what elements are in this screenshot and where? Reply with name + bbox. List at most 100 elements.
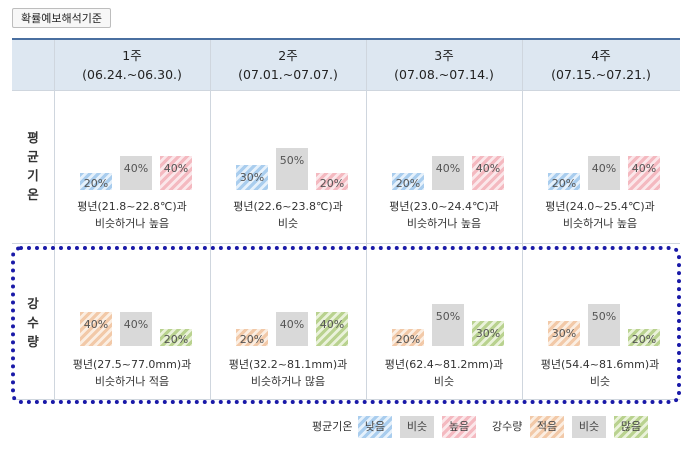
precipitation-highlight-box bbox=[11, 246, 681, 404]
precipitation-bar: 50% bbox=[432, 304, 464, 346]
description-line: 비슷하거나 높음 bbox=[94, 217, 170, 230]
temperature-chart-week-3: 20% 40% 40% bbox=[392, 130, 504, 190]
precipitation-chart-week-1: 40% 40% 20% bbox=[80, 286, 192, 346]
description-line: 평년(54.4~81.6mm)과 bbox=[540, 358, 660, 371]
temperature-bar: 30% bbox=[236, 165, 268, 190]
week-range: (07.15.~07.21.) bbox=[551, 67, 651, 82]
week-range: (06.24.~06.30.) bbox=[82, 67, 182, 82]
legend-temp-similar: 비슷 bbox=[400, 416, 434, 438]
bar-value-label: 30% bbox=[239, 171, 265, 184]
temperature-bar: 40% bbox=[160, 156, 192, 190]
precipitation-bar: 20% bbox=[236, 329, 268, 346]
legend-temp-low: 낮음 bbox=[358, 416, 392, 438]
precipitation-chart-week-3: 20% 50% 30% bbox=[392, 286, 504, 346]
week-name: 1주 bbox=[122, 48, 142, 63]
description-line: 비슷 bbox=[433, 375, 455, 388]
precipitation-bar: 30% bbox=[472, 321, 504, 346]
description-line: 평년(22.6~23.8℃)과 bbox=[233, 200, 343, 213]
legend-temperature-title: 평균기온 bbox=[312, 420, 353, 433]
description-line: 평년(23.0~24.4℃)과 bbox=[389, 200, 499, 213]
bar-value-label: 20% bbox=[83, 177, 109, 190]
precipitation-bar: 40% bbox=[120, 312, 152, 346]
week-range: (07.01.~07.07.) bbox=[238, 67, 338, 82]
temperature-chart-week-1: 20% 40% 40% bbox=[80, 130, 192, 190]
bar-value-label: 20% bbox=[163, 333, 189, 346]
bar-value-label: 50% bbox=[279, 154, 305, 167]
week-header-3: 3주 (07.08.~07.14.) bbox=[366, 40, 522, 90]
precipitation-chart-week-2: 20% 40% 40% bbox=[236, 286, 348, 346]
temperature-bar: 20% bbox=[548, 173, 580, 190]
precipitation-bar: 20% bbox=[628, 329, 660, 346]
bar-value-label: 20% bbox=[631, 333, 657, 346]
bar-value-label: 20% bbox=[239, 333, 265, 346]
temperature-bar: 40% bbox=[588, 156, 620, 190]
bar-value-label: 30% bbox=[475, 327, 501, 340]
header-divider bbox=[12, 90, 680, 91]
precipitation-bar: 40% bbox=[276, 312, 308, 346]
bar-value-label: 40% bbox=[279, 318, 305, 331]
column-divider bbox=[522, 40, 523, 400]
column-divider bbox=[210, 40, 211, 400]
week-name: 3주 bbox=[434, 48, 454, 63]
temperature-description-week-3: 평년(23.0~24.4℃)과 비슷하거나 높음 bbox=[366, 198, 522, 232]
temperature-bar: 50% bbox=[276, 148, 308, 190]
week-header-4: 4주 (07.15.~07.21.) bbox=[522, 40, 680, 90]
legend-precipitation-title: 강수량 bbox=[492, 420, 523, 433]
bar-value-label: 40% bbox=[435, 162, 461, 175]
temperature-bar: 20% bbox=[316, 173, 348, 190]
temperature-bar: 20% bbox=[80, 173, 112, 190]
description-line: 평년(21.8~22.8℃)과 bbox=[77, 200, 187, 213]
description-line: 비슷 bbox=[589, 375, 611, 388]
legend-prec-low: 적음 bbox=[530, 416, 564, 438]
week-header-1: 1주 (06.24.~06.30.) bbox=[54, 40, 210, 90]
bar-value-label: 50% bbox=[435, 310, 461, 323]
precipitation-bar: 40% bbox=[316, 312, 348, 346]
precipitation-bar: 20% bbox=[392, 329, 424, 346]
precipitation-bar: 40% bbox=[80, 312, 112, 346]
bar-value-label: 50% bbox=[591, 310, 617, 323]
probability-forecast-table: 1주 (06.24.~06.30.) 2주 (07.01.~07.07.) 3주… bbox=[12, 38, 680, 400]
description-line: 평년(62.4~81.2mm)과 bbox=[384, 358, 504, 371]
temperature-bar: 40% bbox=[432, 156, 464, 190]
precipitation-bar: 20% bbox=[160, 329, 192, 346]
bar-value-label: 40% bbox=[631, 162, 657, 175]
temperature-bar: 40% bbox=[472, 156, 504, 190]
description-line: 비슷하거나 많음 bbox=[250, 375, 326, 388]
description-line: 비슷하거나 높음 bbox=[562, 217, 638, 230]
row-label-precipitation: 강 수 량 bbox=[27, 296, 39, 349]
bar-value-label: 40% bbox=[319, 318, 345, 331]
temperature-bar: 40% bbox=[120, 156, 152, 190]
legend-prec-high: 많음 bbox=[614, 416, 648, 438]
bar-value-label: 40% bbox=[123, 318, 149, 331]
bar-value-label: 40% bbox=[475, 162, 501, 175]
bar-value-label: 20% bbox=[319, 177, 345, 190]
table-top-border bbox=[12, 38, 680, 40]
bar-value-label: 20% bbox=[551, 177, 577, 190]
week-range: (07.08.~07.14.) bbox=[394, 67, 494, 82]
bar-value-label: 20% bbox=[395, 177, 421, 190]
description-line: 평년(32.2~81.1mm)과 bbox=[228, 358, 348, 371]
precipitation-bar: 50% bbox=[588, 304, 620, 346]
forecast-interpretation-guide-button[interactable]: 확률예보해석기준 bbox=[12, 8, 111, 28]
precipitation-bar: 30% bbox=[548, 321, 580, 346]
temperature-description-week-4: 평년(24.0~25.4℃)과 비슷하거나 높음 bbox=[522, 198, 678, 232]
legend-prec-similar: 비슷 bbox=[572, 416, 606, 438]
bar-value-label: 20% bbox=[395, 333, 421, 346]
column-divider bbox=[54, 40, 55, 400]
bar-value-label: 30% bbox=[551, 327, 577, 340]
row-divider bbox=[12, 243, 680, 244]
precipitation-chart-week-4: 30% 50% 20% bbox=[548, 286, 660, 346]
row-label-temperature: 평 균 기 온 bbox=[27, 130, 39, 202]
week-name: 4주 bbox=[591, 48, 611, 63]
week-header-2: 2주 (07.01.~07.07.) bbox=[210, 40, 366, 90]
table-bottom-border bbox=[12, 399, 680, 400]
week-name: 2주 bbox=[278, 48, 298, 63]
legend-temp-high: 높음 bbox=[442, 416, 476, 438]
bar-value-label: 40% bbox=[83, 318, 109, 331]
description-line: 비슷 bbox=[277, 217, 299, 230]
